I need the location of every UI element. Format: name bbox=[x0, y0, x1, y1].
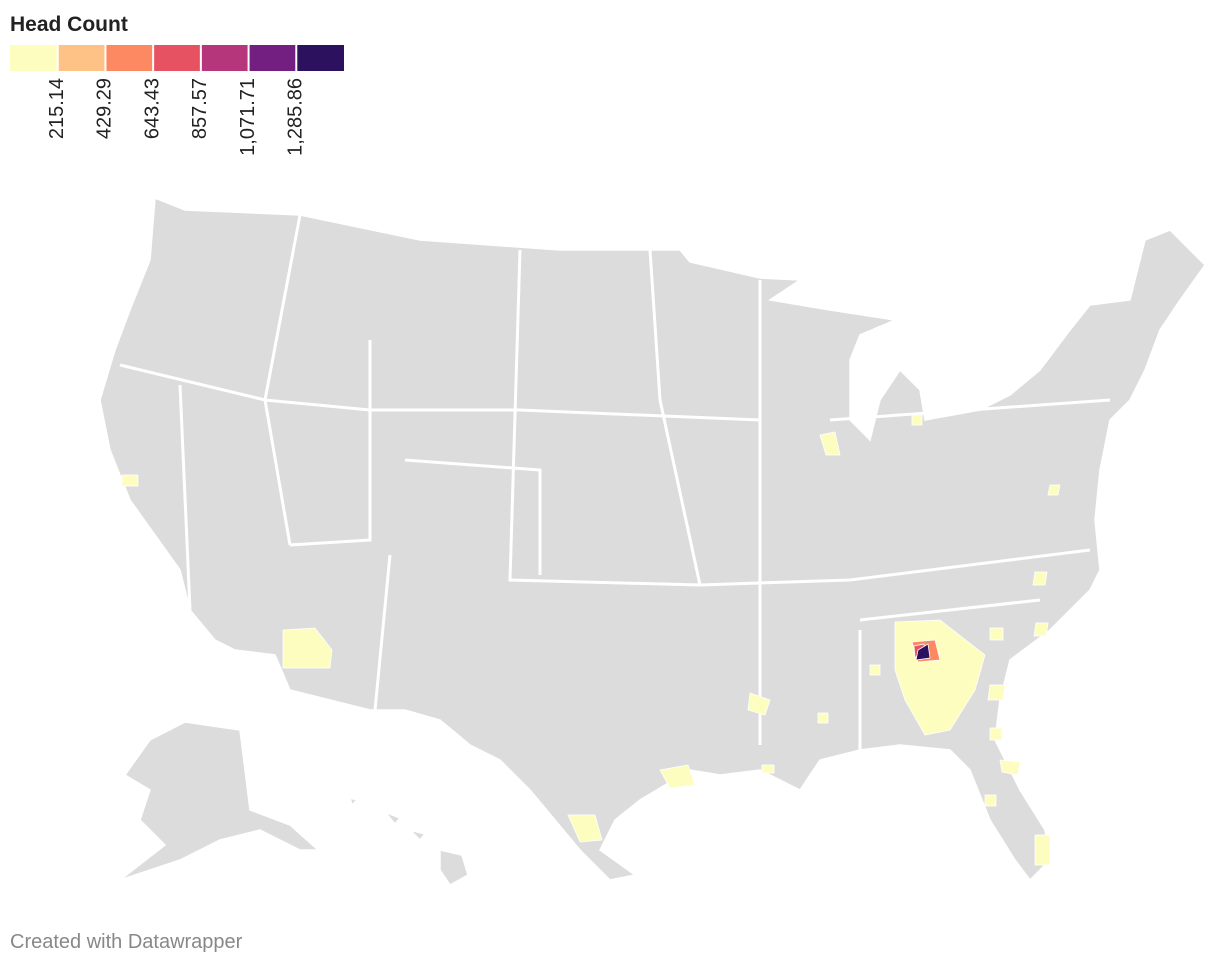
legend-swatch bbox=[57, 45, 106, 71]
legend-swatch bbox=[296, 45, 344, 71]
legend: 215.14 429.29 643.43 857.57 1,071.71 1,285.86 bbox=[10, 45, 344, 156]
county bbox=[911, 414, 923, 426]
county bbox=[761, 764, 775, 774]
county bbox=[659, 764, 696, 789]
county bbox=[817, 712, 829, 724]
county bbox=[989, 627, 1004, 641]
county bbox=[989, 727, 1003, 741]
legend-swatch bbox=[105, 45, 154, 71]
county bbox=[747, 692, 771, 716]
county bbox=[1034, 834, 1051, 866]
county bbox=[999, 759, 1021, 776]
legend-tick-label: 1,285.86 bbox=[285, 78, 307, 156]
county bbox=[121, 474, 139, 487]
county bbox=[1032, 571, 1048, 586]
county bbox=[987, 684, 1006, 701]
legend-swatch bbox=[10, 45, 58, 71]
legend-tick-label: 215.14 bbox=[46, 78, 68, 139]
county bbox=[282, 627, 333, 669]
legend-tick-label: 643.43 bbox=[141, 78, 163, 139]
footer-credit: Created with Datawrapper bbox=[10, 931, 243, 953]
county bbox=[915, 643, 931, 661]
hawaii bbox=[348, 796, 469, 886]
county bbox=[1047, 484, 1061, 496]
state-borders bbox=[119, 214, 1111, 750]
legend-swatch bbox=[200, 45, 249, 71]
alaska bbox=[119, 721, 320, 881]
highlighted-counties bbox=[121, 414, 1061, 866]
county bbox=[819, 431, 841, 456]
county bbox=[1033, 622, 1049, 637]
legend-tick-label: 429.29 bbox=[94, 78, 116, 139]
legend-tick-label: 1,071.71 bbox=[237, 78, 259, 156]
county bbox=[869, 664, 881, 676]
legend-tick-label: 857.57 bbox=[189, 78, 211, 139]
legend-swatch bbox=[248, 45, 297, 71]
legend-title: Head Count bbox=[10, 13, 128, 36]
county bbox=[984, 794, 997, 807]
state-border bbox=[119, 214, 1111, 750]
legend-swatch bbox=[153, 45, 201, 71]
county bbox=[567, 814, 603, 843]
